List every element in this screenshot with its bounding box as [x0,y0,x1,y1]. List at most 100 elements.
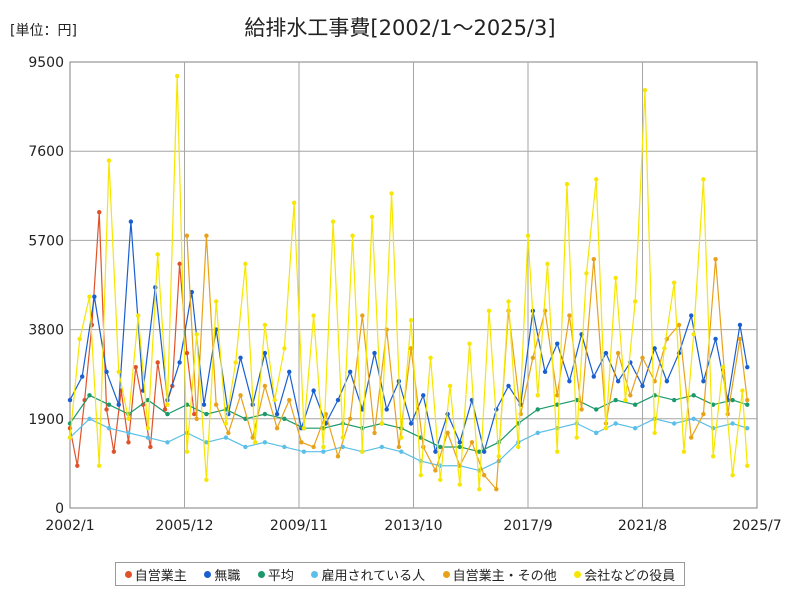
data-point-series-5 [282,346,287,351]
data-point-series-4 [274,425,280,431]
data-point-series-5 [555,449,560,454]
data-point-series-5 [243,261,248,267]
data-point-series-1 [591,374,596,379]
series-line-4 [186,235,748,490]
data-point-series-5 [272,397,277,403]
data-point-series-5 [126,416,131,421]
data-point-series-2 [106,402,112,407]
data-point-series-1 [67,397,73,403]
y-tick-label: 5700 [28,233,64,249]
data-point-series-1 [640,383,645,389]
data-point-series-1 [457,440,462,445]
data-point-series-5 [457,482,462,487]
data-point-series-2 [594,407,599,412]
data-point-series-5 [360,449,365,454]
x-tick-label: 2025/7 [732,518,781,534]
data-point-series-5 [418,472,424,478]
data-point-series-5 [321,444,326,450]
data-point-series-0 [184,350,190,356]
data-point-series-5 [136,313,141,318]
data-point-series-4 [262,383,268,389]
data-point-series-1 [567,379,572,384]
legend-marker [257,570,265,578]
data-point-series-5 [233,360,238,365]
y-tick-label: 1900 [28,412,64,428]
data-point-series-1 [664,379,670,384]
data-point-series-3 [399,449,404,454]
data-point-series-3 [282,444,287,450]
data-point-series-0 [97,210,102,215]
series-line-2 [69,394,748,453]
legend-marker [311,570,319,578]
data-point-series-5 [369,214,375,220]
data-point-series-1 [201,402,207,407]
y-tick-label: 0 [55,501,64,517]
data-point-series-2 [262,411,268,417]
data-point-series-4 [701,411,706,417]
data-point-series-5 [730,472,735,478]
data-point-series-5 [87,294,92,299]
data-point-series-1 [116,402,121,407]
data-point-series-5 [194,332,199,337]
data-point-series-1 [274,411,280,417]
data-point-series-5 [174,73,180,79]
y-tick-label: 7600 [28,144,64,160]
data-point-series-4 [615,350,621,356]
data-point-series-5 [691,332,696,337]
series-line-0 [69,211,195,467]
data-point-series-5 [545,261,550,267]
data-point-series-2 [535,407,540,412]
data-point-series-5 [516,444,521,450]
data-point-series-1 [128,219,134,224]
data-point-series-3 [730,421,735,426]
data-point-series-2 [613,397,618,403]
data-point-series-4 [530,355,536,360]
data-point-series-3 [671,421,677,426]
data-point-series-3 [145,435,151,440]
data-point-series-5 [623,397,628,403]
data-point-series-1 [177,360,182,365]
data-point-series-1 [542,369,548,375]
data-point-series-4 [469,440,475,445]
data-point-series-0 [155,360,160,365]
data-point-series-5 [681,449,687,454]
data-point-series-5 [408,318,414,323]
data-point-series-1 [652,346,657,351]
data-point-series-2 [282,416,287,421]
legend-label: 無職 [214,568,241,584]
data-point-series-5 [603,425,609,431]
data-point-series-5 [701,177,706,182]
data-point-series-5 [379,421,385,426]
data-point-series-5 [720,364,726,370]
data-point-series-2 [87,393,92,398]
data-point-series-4 [299,440,304,445]
data-point-series-4 [481,472,487,478]
data-point-series-0 [111,449,117,454]
data-point-series-5 [204,477,209,483]
data-point-series-5 [399,435,404,440]
data-point-series-5 [584,271,589,276]
x-tick-label: 2005/12 [155,518,213,534]
data-point-series-4 [287,397,292,403]
data-point-series-0 [192,411,197,417]
data-point-series-0 [104,407,109,412]
data-point-series-5 [184,449,190,454]
data-point-series-3 [106,425,112,431]
data-point-series-5 [311,313,316,318]
data-point-series-5 [652,430,657,436]
data-point-series-4 [445,430,450,436]
data-point-series-5 [745,463,750,468]
y-tick-label: 3800 [28,323,64,339]
data-point-series-5 [67,435,73,440]
data-point-series-4 [628,393,633,398]
legend-marker [442,570,450,578]
data-point-series-5 [301,425,307,431]
data-point-series-3 [321,449,326,454]
data-point-series-1 [433,449,438,454]
data-point-series-3 [594,430,599,436]
data-point-series-5 [477,487,482,492]
data-point-series-0 [75,463,80,468]
data-point-series-1 [287,369,292,375]
data-point-series-2 [632,402,638,407]
data-point-series-5 [710,454,716,459]
